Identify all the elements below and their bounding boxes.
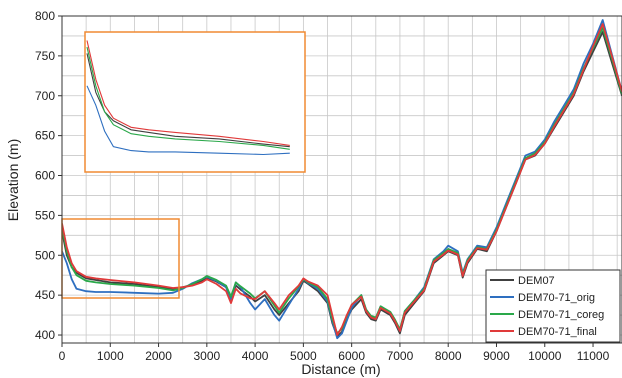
inset-zoom-box	[85, 32, 305, 172]
y-tick-label: 750	[35, 49, 55, 63]
legend-label: DEM70-71_final	[518, 326, 597, 338]
x-tick-label: 11000	[577, 349, 610, 363]
y-tick-label: 400	[35, 328, 55, 342]
y-axis-ticks: 400 450 500 550 600 650 700 750 800	[35, 9, 62, 342]
legend-label: DEM70-71_coreg	[518, 309, 604, 321]
x-tick-label: 3000	[193, 349, 220, 363]
x-axis-label: Distance (m)	[301, 361, 380, 377]
legend-label: DEM70-71_orig	[518, 292, 595, 304]
x-tick-label: 1000	[97, 349, 124, 363]
y-tick-label: 550	[35, 208, 55, 222]
y-tick-label: 500	[35, 248, 55, 262]
y-tick-label: 650	[35, 129, 55, 143]
y-tick-label: 800	[35, 9, 55, 23]
legend: DEM07 DEM70-71_orig DEM70-71_coreg DEM70-71…	[486, 270, 620, 342]
y-tick-label: 450	[35, 288, 55, 302]
x-tick-label: 2000	[145, 349, 172, 363]
x-tick-label: 4000	[242, 349, 269, 363]
x-tick-label: 0	[59, 349, 66, 363]
y-tick-label: 700	[35, 89, 55, 103]
x-tick-label: 8000	[435, 349, 462, 363]
y-tick-label: 600	[35, 169, 55, 183]
x-tick-label: 9000	[483, 349, 510, 363]
legend-label: DEM07	[518, 275, 555, 287]
x-axis-ticks: 0 1000 2000 3000 4000 5000 6000 7000 8000 9000 100…	[59, 343, 610, 363]
y-axis-label: Elevation (m)	[5, 139, 21, 221]
x-tick-label: 7000	[387, 349, 414, 363]
x-tick-label: 10000	[528, 349, 562, 363]
